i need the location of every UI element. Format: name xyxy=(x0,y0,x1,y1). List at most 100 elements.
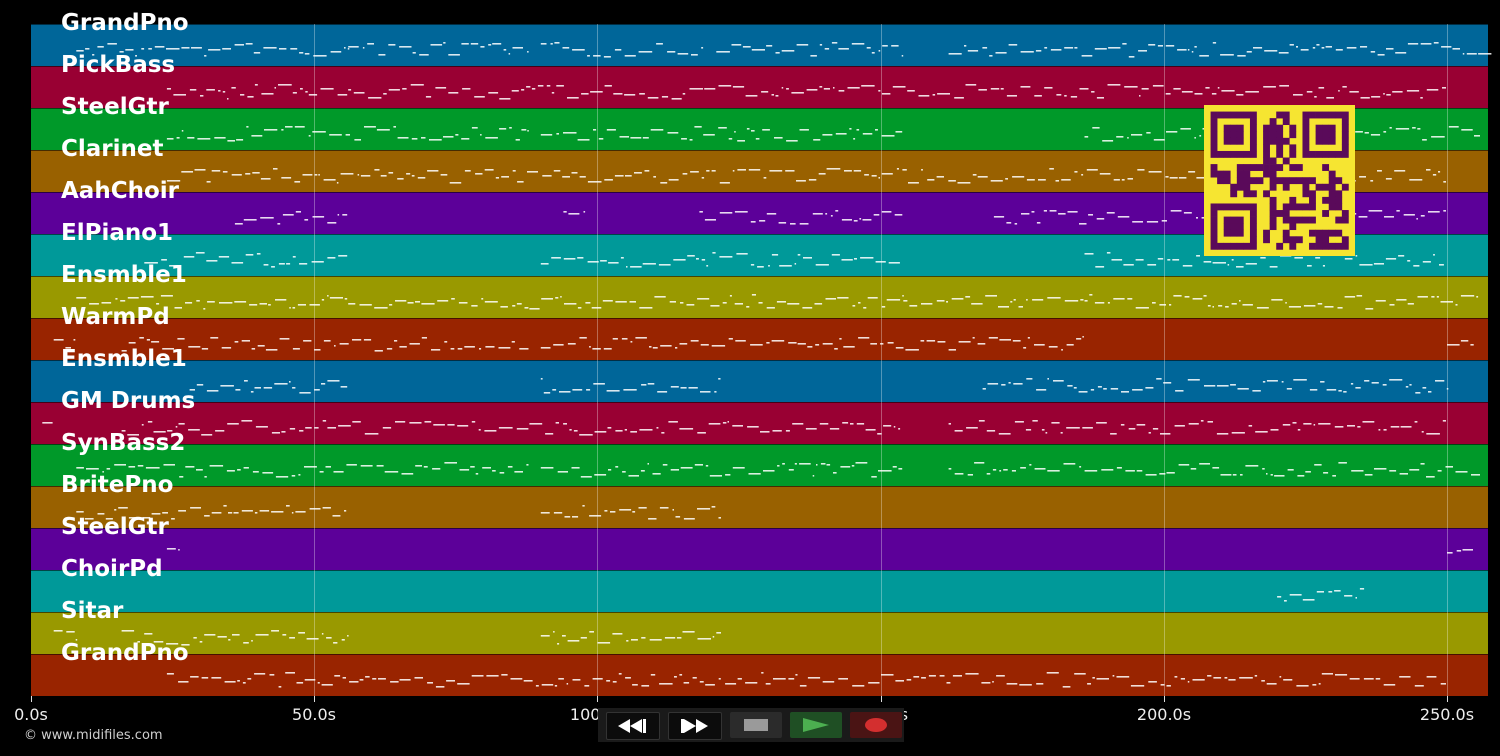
qr-module xyxy=(1335,203,1343,211)
track-lane[interactable] xyxy=(31,486,1488,528)
axis-tick xyxy=(1164,696,1165,702)
qr-module xyxy=(1328,124,1336,132)
qr-module xyxy=(1269,183,1277,191)
qr-module xyxy=(1269,223,1277,231)
qr-module xyxy=(1236,137,1244,145)
gridline xyxy=(597,24,598,696)
track-label: PickBass xyxy=(61,52,176,78)
qr-module xyxy=(1322,150,1330,158)
qr-module xyxy=(1315,131,1323,139)
qr-module xyxy=(1335,242,1343,250)
qr-module xyxy=(1289,144,1297,152)
qr-module xyxy=(1243,183,1251,191)
qr-module xyxy=(1263,131,1270,139)
qr-module xyxy=(1295,177,1303,185)
qr-module xyxy=(1263,157,1270,165)
qr-module xyxy=(1276,124,1284,132)
track-lane[interactable] xyxy=(31,570,1488,612)
qr-code[interactable] xyxy=(1204,105,1355,256)
qr-module xyxy=(1249,216,1257,224)
stop-button[interactable] xyxy=(730,712,782,738)
qr-module xyxy=(1289,242,1297,250)
fast-forward-button[interactable] xyxy=(668,712,722,740)
qr-module xyxy=(1210,229,1218,237)
qr-code-pattern xyxy=(1210,111,1349,250)
record-button[interactable] xyxy=(850,712,902,738)
qr-module xyxy=(1289,223,1297,231)
qr-module xyxy=(1223,111,1231,119)
track-lane[interactable] xyxy=(31,276,1488,318)
qr-module xyxy=(1322,124,1330,132)
qr-module xyxy=(1217,150,1224,158)
qr-module xyxy=(1223,223,1231,231)
qr-module xyxy=(1282,229,1290,237)
qr-module xyxy=(1309,177,1316,185)
qr-module xyxy=(1328,137,1336,145)
qr-module xyxy=(1309,190,1316,198)
qr-module xyxy=(1289,236,1297,244)
qr-module xyxy=(1210,137,1218,145)
qr-module xyxy=(1328,183,1336,191)
qr-module xyxy=(1249,190,1257,198)
qr-module xyxy=(1236,216,1244,224)
qr-module xyxy=(1236,124,1244,132)
track-lane[interactable] xyxy=(31,360,1488,402)
qr-module xyxy=(1236,164,1244,171)
qr-module xyxy=(1243,170,1251,178)
qr-module xyxy=(1295,236,1303,244)
rewind-button[interactable] xyxy=(606,712,660,740)
rewind-icon xyxy=(618,719,646,733)
qr-module xyxy=(1295,164,1303,171)
qr-module xyxy=(1236,150,1244,158)
qr-module xyxy=(1223,124,1231,132)
qr-module xyxy=(1249,210,1257,217)
qr-module xyxy=(1276,242,1284,250)
qr-module xyxy=(1341,118,1349,125)
qr-module xyxy=(1335,177,1343,185)
qr-module xyxy=(1302,150,1310,158)
qr-module xyxy=(1210,124,1218,132)
qr-module xyxy=(1295,216,1303,224)
track-lane[interactable] xyxy=(31,24,1488,66)
qr-module xyxy=(1230,190,1238,198)
track-lane[interactable] xyxy=(31,444,1488,486)
qr-module xyxy=(1230,203,1238,211)
qr-module xyxy=(1341,124,1349,132)
qr-module xyxy=(1269,196,1277,204)
qr-module xyxy=(1223,137,1231,145)
track-lane[interactable] xyxy=(31,528,1488,570)
qr-module xyxy=(1243,242,1251,250)
qr-module xyxy=(1210,210,1218,217)
track-lane[interactable] xyxy=(31,318,1488,360)
qr-module xyxy=(1328,196,1336,204)
track-lane[interactable] xyxy=(31,654,1488,696)
qr-module xyxy=(1335,150,1343,158)
qr-module xyxy=(1289,177,1297,185)
qr-module xyxy=(1289,216,1297,224)
qr-module xyxy=(1243,111,1251,119)
qr-module xyxy=(1210,131,1218,139)
qr-module xyxy=(1315,242,1323,250)
qr-module xyxy=(1322,137,1330,145)
qr-module xyxy=(1302,216,1310,224)
qr-module xyxy=(1210,216,1218,224)
qr-module xyxy=(1276,210,1284,217)
qr-module xyxy=(1315,137,1323,145)
track-lane[interactable] xyxy=(31,402,1488,444)
qr-module xyxy=(1269,216,1277,224)
qr-module xyxy=(1282,157,1290,165)
play-button[interactable] xyxy=(790,712,842,738)
track-lane[interactable] xyxy=(31,66,1488,108)
copyright-text: © www.midifiles.com xyxy=(24,728,163,743)
qr-module xyxy=(1341,216,1349,224)
qr-module xyxy=(1289,131,1297,139)
qr-module xyxy=(1223,216,1231,224)
qr-module xyxy=(1263,137,1270,145)
qr-module xyxy=(1249,236,1257,244)
qr-module xyxy=(1302,118,1310,125)
qr-module xyxy=(1230,216,1238,224)
track-lane[interactable] xyxy=(31,612,1488,654)
axis-tick xyxy=(314,696,315,702)
qr-module xyxy=(1282,177,1290,185)
